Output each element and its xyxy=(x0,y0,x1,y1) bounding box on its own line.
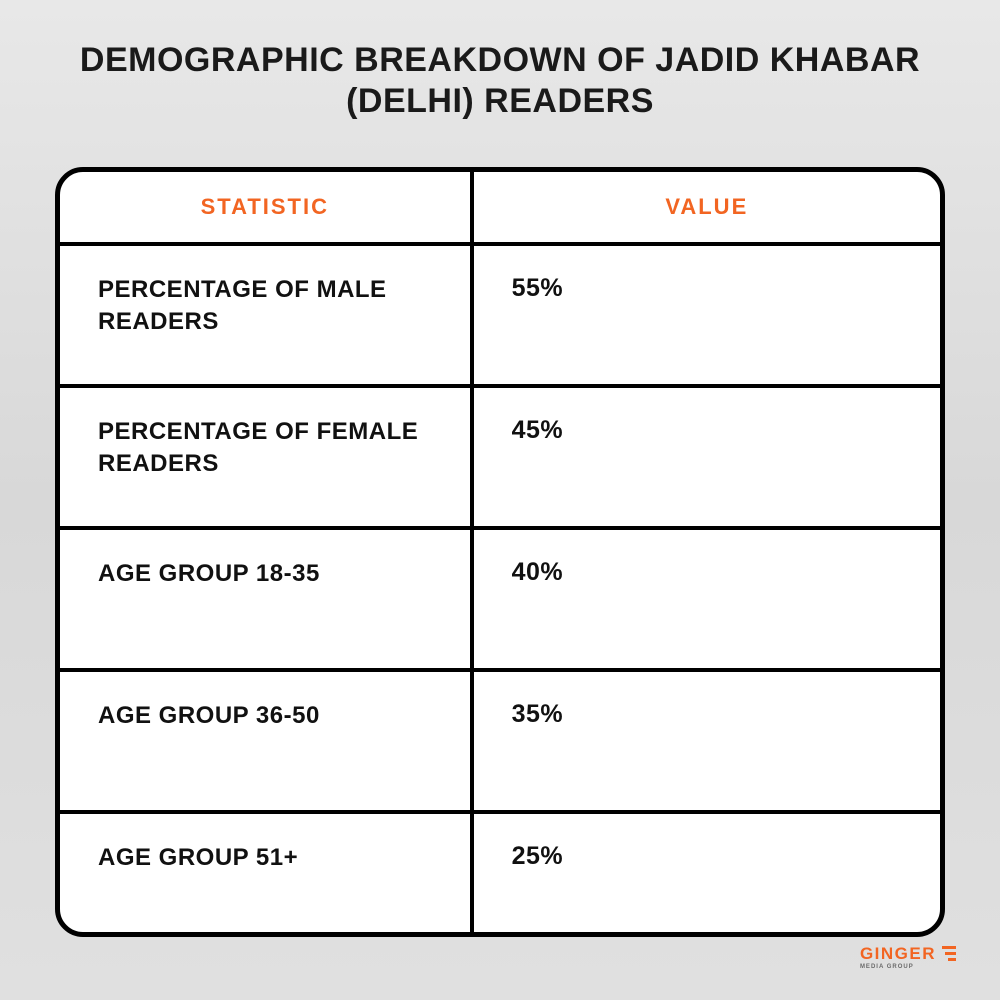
stat-label-cell: AGE GROUP 51+ xyxy=(60,814,474,932)
table-row: AGE GROUP 18-35 40% xyxy=(60,530,940,672)
col-header-value: VALUE xyxy=(474,172,940,242)
stat-value-cell: 40% xyxy=(474,530,940,668)
logo-text: GINGER xyxy=(860,945,936,962)
table-row: PERCENTAGE OF MALE READERS 55% xyxy=(60,246,940,388)
table-row: AGE GROUP 51+ 25% xyxy=(60,814,940,932)
stat-value-cell: 25% xyxy=(474,814,940,932)
logo-text-block: GINGER MEDIA GROUP xyxy=(860,945,936,970)
col-header-statistic: STATISTIC xyxy=(60,172,474,242)
logo-subtext: MEDIA GROUP xyxy=(860,964,936,970)
table-row: PERCENTAGE OF FEMALE READERS 45% xyxy=(60,388,940,530)
stat-value-cell: 55% xyxy=(474,246,940,384)
stat-label-cell: PERCENTAGE OF MALE READERS xyxy=(60,246,474,384)
stat-value-cell: 35% xyxy=(474,672,940,810)
stat-label-cell: AGE GROUP 36-50 xyxy=(60,672,474,810)
brand-logo: GINGER MEDIA GROUP xyxy=(860,945,956,970)
logo-bars-icon xyxy=(942,946,956,961)
demographic-table: STATISTIC VALUE PERCENTAGE OF MALE READE… xyxy=(55,167,945,937)
stat-value-cell: 45% xyxy=(474,388,940,526)
page-title: DEMOGRAPHIC BREAKDOWN OF JADID KHABAR (D… xyxy=(0,0,1000,142)
stat-label-cell: AGE GROUP 18-35 xyxy=(60,530,474,668)
table-header-row: STATISTIC VALUE xyxy=(60,172,940,246)
stat-label-cell: PERCENTAGE OF FEMALE READERS xyxy=(60,388,474,526)
table-row: AGE GROUP 36-50 35% xyxy=(60,672,940,814)
